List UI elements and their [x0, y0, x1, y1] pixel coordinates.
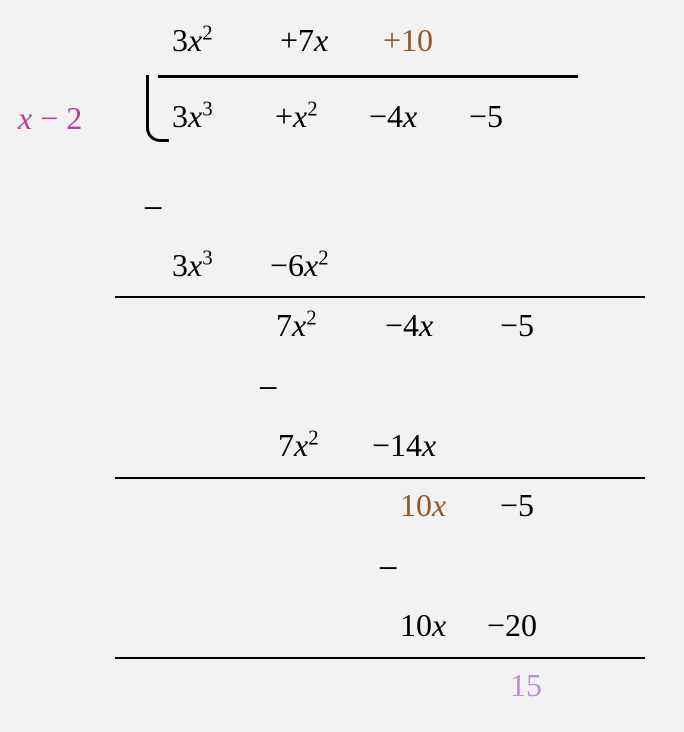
- division-top-bar: [158, 75, 578, 78]
- dividend-term-4: −5: [469, 98, 503, 135]
- dividend-term-2: +x2: [275, 98, 318, 135]
- minus-sign-3: −: [378, 547, 398, 589]
- remainder: 15: [510, 667, 542, 704]
- divisor: x − 2: [18, 100, 82, 137]
- quotient-term-3: +10: [383, 22, 433, 59]
- division-hook: [146, 75, 169, 142]
- step1-res-1: 7x2: [276, 307, 317, 344]
- step2-sub-1: 7x2: [278, 427, 319, 464]
- quotient-term-2: +7x: [280, 22, 328, 59]
- minus-sign-2: −: [258, 367, 278, 409]
- step3-sub-2: −20: [487, 607, 537, 644]
- step2-sub-2: −14x: [372, 427, 436, 464]
- rule-2: [115, 477, 645, 479]
- rule-1: [115, 296, 645, 298]
- rule-3: [115, 657, 645, 659]
- step2-res-2: −5: [500, 487, 534, 524]
- step1-res-3: −5: [500, 307, 534, 344]
- dividend-term-1: 3x3: [172, 98, 213, 135]
- step3-sub-1: 10x: [400, 607, 446, 644]
- step2-res-1: 10x: [400, 487, 446, 524]
- step1-sub-1: 3x3: [172, 247, 213, 284]
- step1-res-2: −4x: [385, 307, 433, 344]
- long-division-diagram: 3x2 +7x +10 x − 2 3x3 +x2 −4x −5 − 3x3 −…: [0, 0, 684, 732]
- step1-sub-2: −6x2: [270, 247, 329, 284]
- minus-sign-1: −: [143, 187, 163, 229]
- dividend-term-3: −4x: [369, 98, 417, 135]
- quotient-term-1: 3x2: [172, 22, 213, 59]
